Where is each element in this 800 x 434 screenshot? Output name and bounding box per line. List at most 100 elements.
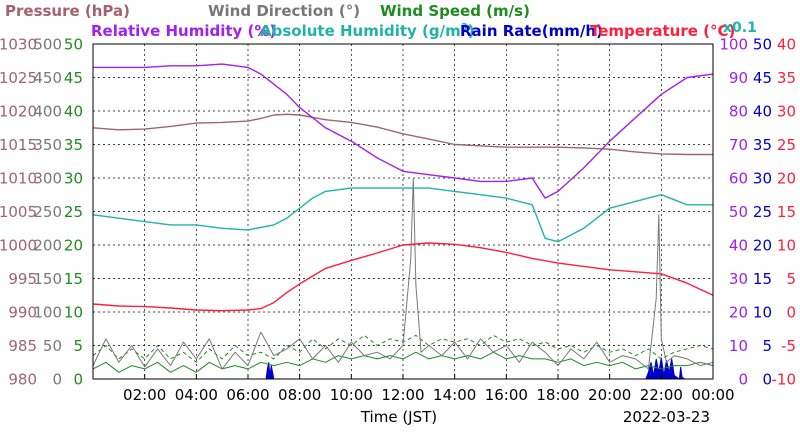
rain-rate-tick-label: 20 (753, 237, 772, 255)
pressure-tick-label: 1005 (0, 203, 37, 221)
series-temperature (92, 242, 714, 312)
pressure-tick-label: 995 (8, 270, 37, 288)
humidity-tick-label: 40 (729, 237, 748, 255)
pressure-tick-label: 1020 (0, 103, 37, 121)
x-tick-label: 02:00 (123, 386, 166, 404)
pressure-tick-label: 1000 (0, 237, 37, 255)
series-absolute-humidity (92, 187, 713, 243)
wind-speed-tick-label: 5 (73, 337, 83, 355)
humidity-tick-label: 50 (729, 203, 748, 221)
x-tick-label: 20:00 (588, 386, 631, 404)
wind-direction-tick-label: 400 (33, 103, 62, 121)
scale-note-x01: x0.1 (723, 20, 757, 36)
rain-rate-tick-label: 50 (753, 36, 772, 54)
pressure-tick-label: 1010 (0, 170, 37, 188)
legend-wind-speed: Wind Speed (m/s) (380, 2, 530, 20)
humidity-tick-label: 70 (729, 136, 748, 154)
x-tick-label: 06:00 (226, 386, 269, 404)
x-tick-label: 16:00 (485, 386, 528, 404)
legend-relative-humidity: Relative Humidity (%) (91, 22, 276, 40)
wind-direction-tick-label: 300 (33, 170, 62, 188)
series-pressure (92, 113, 713, 156)
temperature-tick-label: 15 (777, 203, 796, 221)
rain-rate-tick-label: 5 (762, 337, 772, 355)
temperature-tick-label: 5 (786, 270, 796, 288)
wind-direction-tick-label: 250 (33, 203, 62, 221)
plot-area (92, 63, 714, 380)
pressure-tick-label: 1025 (0, 69, 37, 87)
rain-rate-tick-label: 15 (753, 270, 772, 288)
grid (93, 44, 713, 379)
series-relative-humidity (93, 63, 714, 199)
x-tick-label: 00:00 (691, 386, 734, 404)
legend-absolute-humidity: Absolute Humidity (g/m3) (260, 22, 475, 40)
series-wind-direction (92, 177, 714, 370)
pressure-tick-label: 1030 (0, 36, 37, 54)
wind-speed-tick-label: 35 (64, 136, 83, 154)
chart-header: Pressure (hPa) Wind Direction (°) Wind Spe… (5, 2, 757, 40)
humidity-tick-label: 100 (719, 36, 748, 54)
wind-speed-tick-label: 30 (64, 170, 83, 188)
humidity-tick-label: 80 (729, 103, 748, 121)
rain-rate-tick-label: 45 (753, 69, 772, 87)
series-rain-rate (93, 357, 713, 380)
temperature-tick-label: 0 (786, 304, 796, 322)
date-label: 2022-03-23 (623, 408, 710, 426)
series-wind-speed-avg (92, 351, 714, 373)
x-tick-label: 18:00 (536, 386, 579, 404)
temperature-tick-label: 30 (777, 103, 796, 121)
temperature-tick-label: -5 (781, 337, 796, 355)
humidity-tick-label: 90 (729, 69, 748, 87)
wind-direction-tick-label: 0 (52, 371, 62, 389)
plot-frame (92, 43, 714, 380)
wind-direction-tick-label: 200 (33, 237, 62, 255)
pressure-tick-label: 980 (8, 371, 37, 389)
rain-rate-tick-label: 40 (753, 103, 772, 121)
legend-temperature: Temperature (°C) (590, 22, 735, 40)
humidity-tick-label: 60 (729, 170, 748, 188)
x-tick-label: 10:00 (330, 386, 373, 404)
temperature-tick-label: 40 (777, 36, 796, 54)
temperature-tick-label: -10 (772, 371, 797, 389)
wind-speed-tick-label: 10 (64, 304, 83, 322)
x-tick-label: 04:00 (175, 386, 218, 404)
x-tick-label: 08:00 (278, 386, 321, 404)
humidity-tick-label: 10 (729, 337, 748, 355)
rain-rate-tick-label: 0 (762, 371, 772, 389)
pressure-tick-label: 1015 (0, 136, 37, 154)
right-axes: 1009080706050403020100504540353025201510… (719, 36, 796, 389)
temperature-tick-label: 35 (777, 69, 796, 87)
wind-speed-tick-label: 40 (64, 103, 83, 121)
pressure-tick-label: 990 (8, 304, 37, 322)
x-axis-label: Time (JST) (360, 408, 437, 426)
wind-speed-tick-label: 25 (64, 203, 83, 221)
wind-direction-tick-label: 500 (33, 36, 62, 54)
temperature-tick-label: 10 (777, 237, 796, 255)
x-tick-label: 22:00 (640, 386, 683, 404)
wind-direction-tick-label: 100 (33, 304, 62, 322)
humidity-tick-label: 20 (729, 304, 748, 322)
temperature-tick-label: 25 (777, 136, 796, 154)
x-tick-label: 14:00 (433, 386, 476, 404)
rain-rate-tick-label: 35 (753, 136, 772, 154)
wind-direction-tick-label: 450 (33, 69, 62, 87)
humidity-tick-label: 30 (729, 270, 748, 288)
wind-speed-tick-label: 50 (64, 36, 83, 54)
x-tick-label: 12:00 (381, 386, 424, 404)
legend-pressure: Pressure (hPa) (5, 2, 130, 20)
wind-speed-tick-label: 20 (64, 237, 83, 255)
wind-speed-tick-label: 15 (64, 270, 83, 288)
pressure-tick-label: 985 (8, 337, 37, 355)
x-axis: 02:00 04:00 06:00 08:00 10:00 12:00 14:00 16:00… (123, 374, 735, 404)
wind-direction-tick-label: 350 (33, 136, 62, 154)
legend-rain-rate: Rain Rate(mm/h) (460, 22, 603, 40)
rain-rate-tick-label: 10 (753, 304, 772, 322)
left-axes: 1030102510201015101010051000995990985980… (0, 36, 83, 389)
humidity-tick-label: 0 (738, 371, 748, 389)
rain-rate-tick-label: 25 (753, 203, 772, 221)
wind-speed-tick-label: 0 (73, 371, 83, 389)
wind-direction-tick-label: 50 (43, 337, 62, 355)
rain-rate-tick-label: 30 (753, 170, 772, 188)
temperature-tick-label: 20 (777, 170, 796, 188)
